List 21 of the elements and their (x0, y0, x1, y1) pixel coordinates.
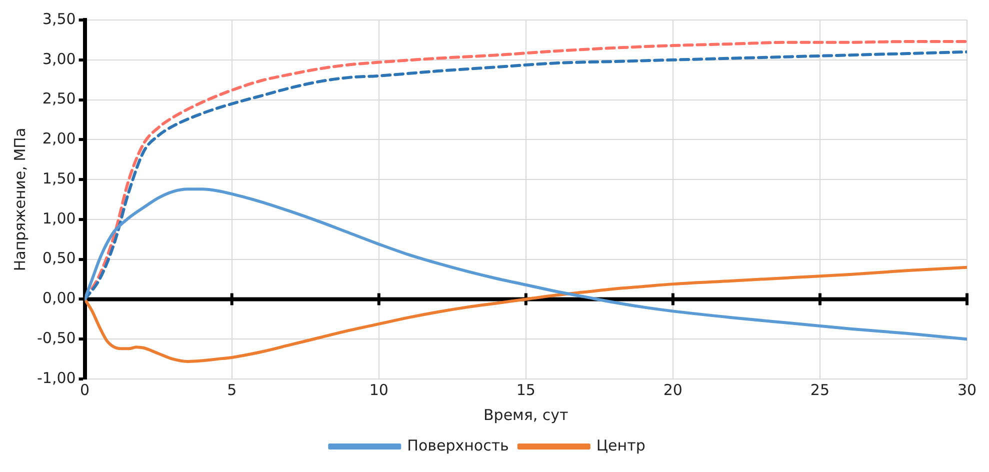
y-tick-label: 0,50 (42, 249, 76, 268)
legend-label: Поверхность (407, 436, 509, 454)
y-tick-label: 0,00 (42, 289, 76, 308)
y-tick-label: 1,00 (42, 209, 76, 228)
y-tick-label: 1,50 (42, 169, 76, 188)
x-axis-title: Время, сут (484, 406, 569, 424)
x-tick-label: 25 (810, 380, 830, 399)
y-tick-label: 3,50 (42, 10, 76, 28)
y-tick-label: 2,00 (42, 130, 76, 148)
y-tick-label: -1,00 (37, 368, 76, 387)
y-tick-label: -0,50 (37, 329, 76, 347)
x-tick-label: 20 (663, 380, 682, 399)
x-tick-label: 10 (369, 380, 388, 399)
x-tick-label: 5 (227, 380, 237, 399)
y-tick-label: 3,00 (42, 50, 76, 68)
x-tick-label: 15 (516, 380, 536, 399)
legend-label: Центр (596, 436, 646, 454)
x-tick-label: 30 (957, 380, 977, 399)
x-tick-label: 0 (80, 380, 90, 399)
y-axis-title: Напряжение, МПа (10, 128, 29, 272)
y-tick-label: 2,50 (42, 90, 76, 108)
